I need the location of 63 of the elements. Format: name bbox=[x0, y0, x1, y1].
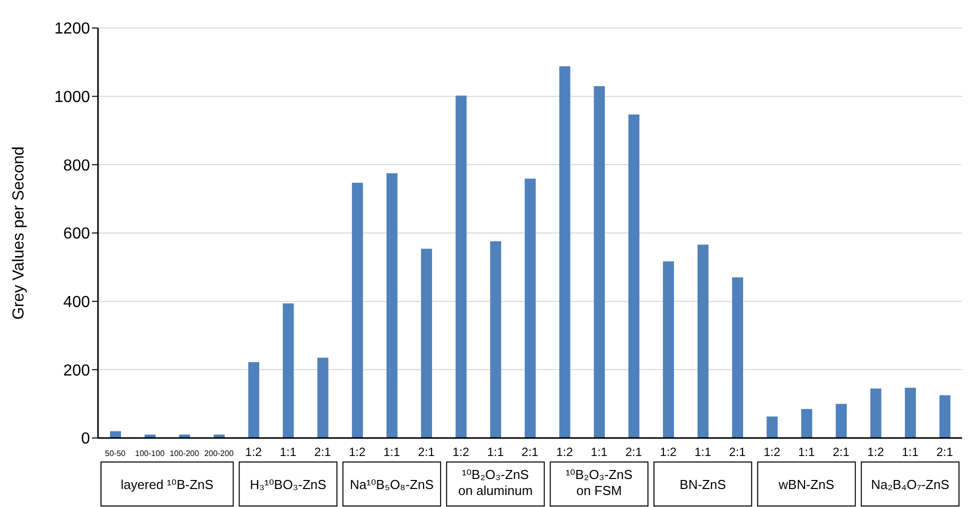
bar bbox=[456, 96, 467, 438]
bar bbox=[594, 86, 605, 438]
x-tick-label: 1:2 bbox=[660, 445, 677, 459]
x-tick-label: 2:1 bbox=[729, 445, 746, 459]
bar bbox=[386, 173, 398, 438]
x-tick-label: 1:1 bbox=[902, 445, 919, 459]
x-tick-label: 1:1 bbox=[383, 445, 400, 459]
text: H₃¹⁰BO₃-ZnS bbox=[250, 477, 327, 492]
y-tick-label: 200 bbox=[63, 362, 90, 380]
y-tick-label: 400 bbox=[63, 294, 90, 312]
bar bbox=[801, 408, 812, 438]
bar bbox=[904, 388, 916, 438]
y-tick-label: 0 bbox=[81, 430, 90, 448]
x-tick-label: 2:1 bbox=[936, 445, 954, 459]
y-tick-label: 800 bbox=[63, 157, 90, 174]
x-tick-label: 1:1 bbox=[590, 445, 608, 459]
x-tick-label: 1:2 bbox=[348, 445, 366, 459]
bar bbox=[352, 182, 363, 438]
x-tick-label: 2:1 bbox=[625, 445, 642, 459]
bar bbox=[732, 277, 744, 438]
x-tick-label: 1:2 bbox=[764, 445, 781, 459]
y-axis-title: Grey Values per Second bbox=[10, 146, 28, 320]
bar bbox=[766, 416, 778, 438]
text: BN-ZnS bbox=[680, 477, 726, 492]
x-tick-label: 1:1 bbox=[694, 445, 712, 459]
x-tick-label: 1:2 bbox=[556, 445, 574, 459]
x-tick-label: 100-200 bbox=[170, 449, 200, 458]
bar bbox=[939, 395, 950, 438]
x-tick-label: 100-100 bbox=[135, 449, 166, 458]
text: wBN-ZnS bbox=[778, 477, 835, 492]
x-tick-label: 2:1 bbox=[314, 445, 332, 459]
bar bbox=[662, 261, 674, 438]
y-tick-label: 600 bbox=[63, 226, 90, 243]
text: layered ¹⁰B-ZnS bbox=[120, 477, 214, 492]
x-tick-label: 2:1 bbox=[832, 445, 850, 459]
bar bbox=[421, 248, 432, 438]
y-tick-label: 1000 bbox=[54, 89, 90, 106]
text: Na¹⁰B₅O₈-ZnS bbox=[350, 477, 434, 492]
text: Na₂B₄O₇-ZnS bbox=[870, 477, 950, 492]
bar bbox=[248, 362, 260, 438]
bar bbox=[698, 244, 709, 438]
text: ¹⁰B₂O₃-ZnS on FSM bbox=[566, 467, 633, 498]
x-tick-label: 2:1 bbox=[522, 445, 539, 459]
x-tick-label: 50-50 bbox=[105, 449, 126, 458]
x-tick-label: 1:2 bbox=[867, 445, 884, 459]
bar bbox=[524, 178, 536, 438]
bar bbox=[110, 431, 121, 438]
bar bbox=[490, 241, 502, 438]
x-tick-label: 1:1 bbox=[798, 445, 816, 459]
x-tick-label: 200-200 bbox=[204, 449, 234, 458]
bar bbox=[282, 303, 294, 438]
bar bbox=[559, 66, 570, 438]
text: ¹⁰B₂O₃-ZnS on aluminum bbox=[458, 467, 533, 498]
x-tick-label: 1:1 bbox=[487, 445, 504, 459]
bar bbox=[836, 404, 847, 438]
x-tick-label: 1:1 bbox=[280, 445, 297, 459]
bar bbox=[317, 358, 328, 438]
x-tick-label: 2:1 bbox=[418, 445, 435, 459]
x-tick-label: 1:2 bbox=[452, 445, 470, 459]
x-tick-label: 1:2 bbox=[245, 445, 262, 459]
bar bbox=[628, 114, 640, 438]
bar bbox=[870, 388, 882, 438]
y-tick-label: 1200 bbox=[54, 20, 90, 38]
